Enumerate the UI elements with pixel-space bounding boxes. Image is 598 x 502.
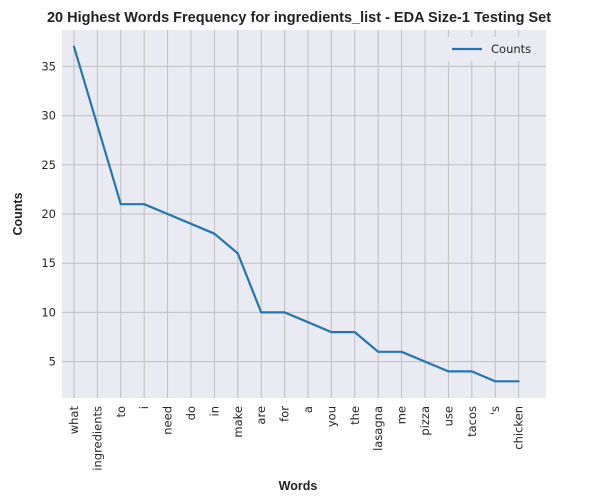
x-tick-label: chicken: [512, 406, 526, 450]
x-tick-label: tacos: [465, 406, 479, 437]
x-tick-label: lasagna: [371, 406, 385, 451]
x-tick-label: a: [301, 406, 315, 413]
y-axis-ticks: 5 10 15 20 25 30 35: [41, 59, 56, 368]
y-tick-label: 25: [41, 158, 56, 172]
x-tick-label: what: [67, 406, 81, 435]
x-tick-label: need: [161, 406, 175, 435]
x-tick-label: ingredients: [90, 406, 104, 471]
series-group: [72, 45, 520, 383]
x-tick-label: 's: [488, 406, 502, 415]
x-tick-label: i: [137, 406, 151, 409]
y-tick-label: 30: [41, 109, 56, 123]
y-tick-label: 10: [41, 305, 56, 319]
legend: Counts: [444, 37, 540, 61]
y-tick-label: 5: [49, 355, 56, 369]
y-axis-label: Counts: [11, 192, 25, 235]
x-tick-label: to: [114, 406, 128, 418]
x-tick-label: do: [184, 406, 198, 420]
x-tick-label: the: [348, 406, 362, 425]
series-line: [72, 45, 520, 383]
x-tick-label: in: [207, 406, 221, 416]
x-tick-label: pizza: [418, 406, 432, 436]
y-gridlines: [62, 65, 546, 363]
chart-title: 20 Highest Words Frequency for ingredien…: [47, 10, 551, 26]
x-tick-label: are: [254, 406, 268, 425]
legend-label: Counts: [491, 42, 531, 56]
x-axis-label: Words: [279, 479, 318, 493]
x-tick-label: for: [278, 406, 292, 422]
x-axis-ticks: what ingredients to i need do in make are for a you…: [67, 406, 526, 471]
x-tick-label: me: [395, 406, 409, 424]
y-tick-label: 20: [41, 207, 56, 221]
y-tick-label: 35: [41, 59, 56, 73]
x-tick-label: use: [441, 406, 455, 426]
x-tick-label: you: [324, 406, 338, 427]
x-tick-label: make: [231, 406, 245, 438]
y-tick-label: 15: [41, 256, 56, 270]
